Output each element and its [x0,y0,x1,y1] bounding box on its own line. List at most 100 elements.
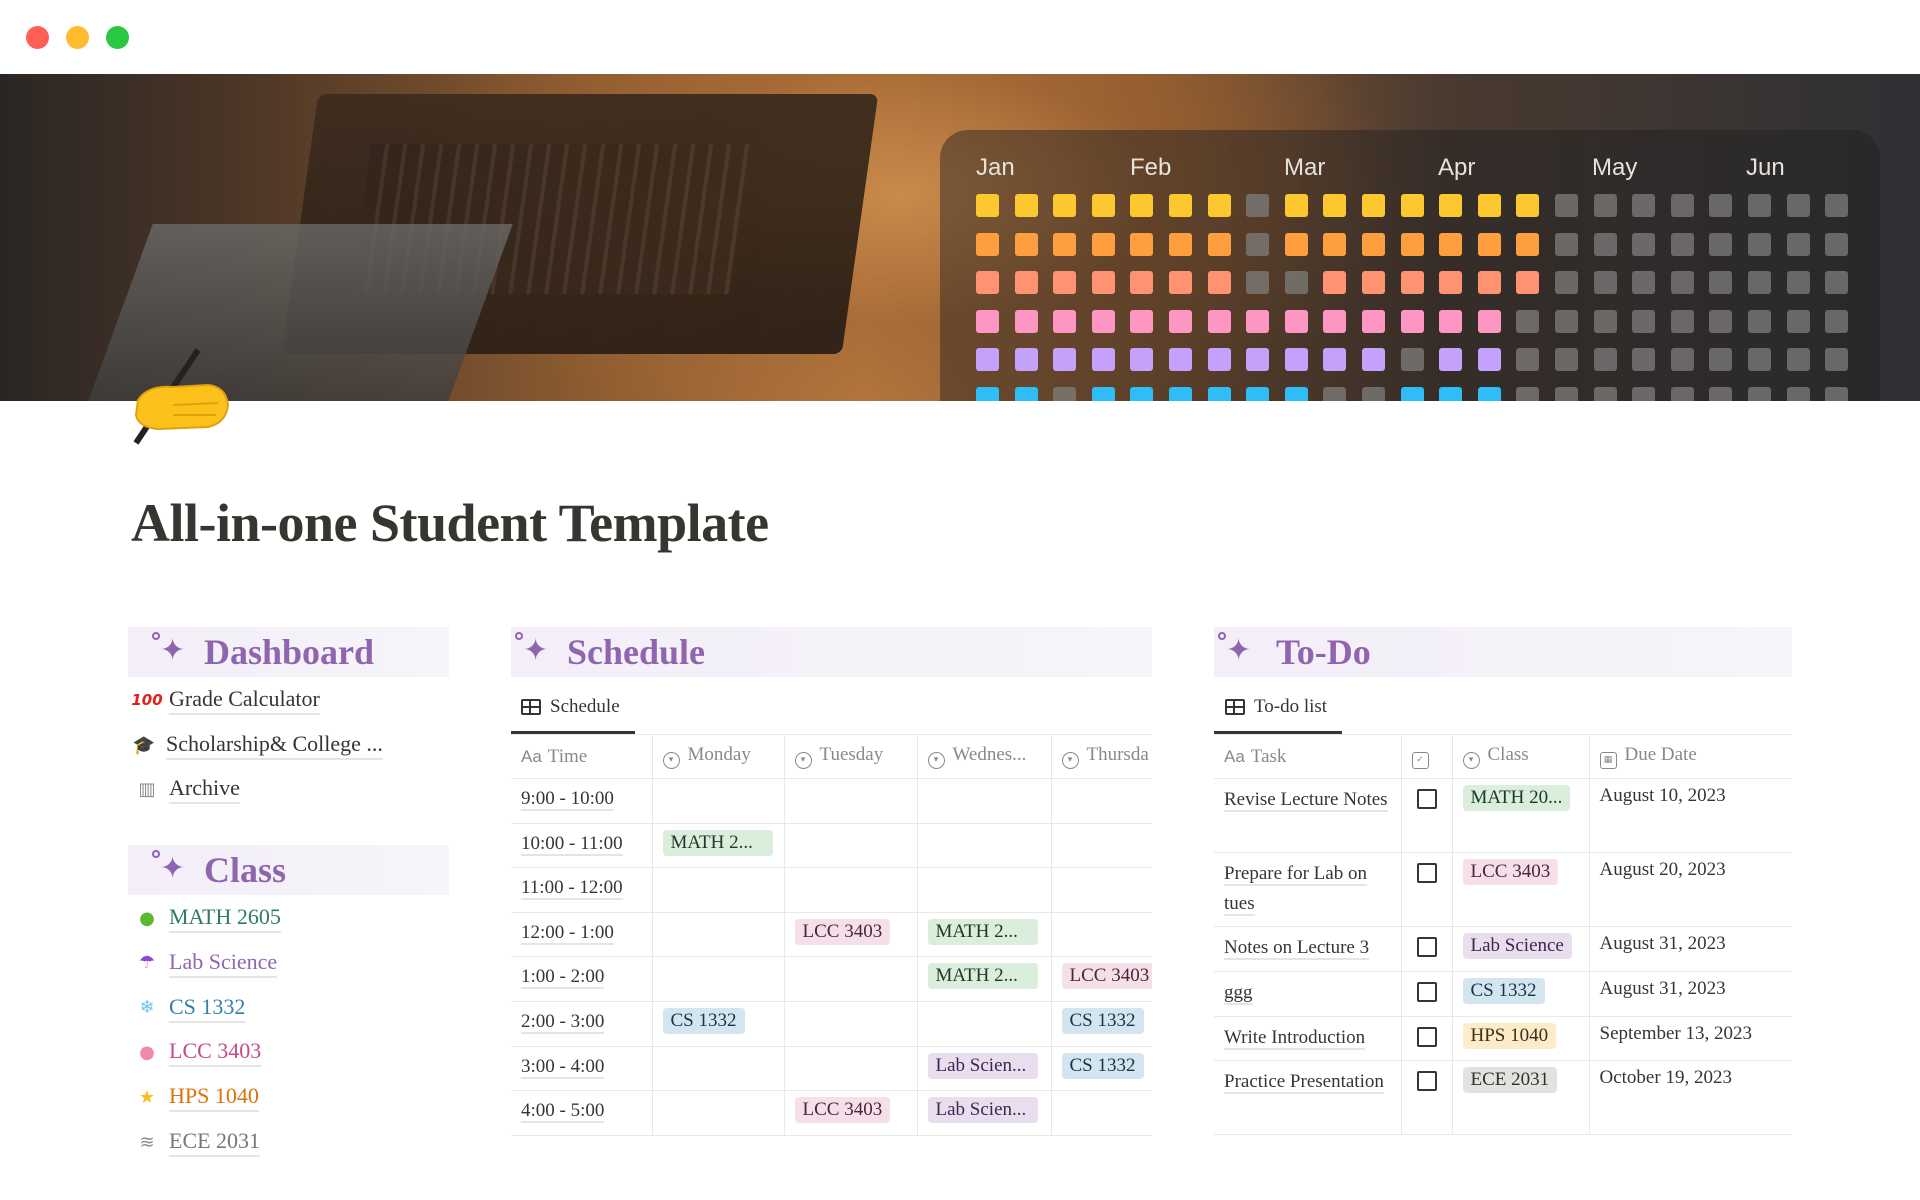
day-cell[interactable] [651,778,784,824]
column-header[interactable]: ✓ [1400,734,1452,779]
task-cell[interactable]: Prepare for Lab on tues [1214,852,1401,927]
class-cell[interactable]: HPS 1040 [1451,1016,1589,1061]
task-cell[interactable]: Revise Lecture Notes [1214,778,1401,853]
active-tab-indicator [1214,731,1342,734]
due-date-cell[interactable]: August 20, 2023 [1588,852,1792,927]
due-date-cell[interactable]: October 19, 2023 [1588,1060,1792,1135]
time-cell[interactable]: 11:00 - 12:00 [511,867,652,913]
time-cell[interactable]: 2:00 - 3:00 [511,1001,652,1047]
schedule-view-tab[interactable]: Schedule [521,687,620,727]
time-cell[interactable]: 10:00 - 11:00 [511,823,652,869]
class-cell[interactable]: LCC 3403 [1451,852,1589,927]
nav-scholarship-college[interactable]: 🎓 Scholarship& College ... [130,728,383,762]
day-cell[interactable] [783,823,917,869]
maximize-window-button[interactable] [106,26,129,49]
snowflake-icon: ❄ [139,997,155,1019]
tracker-cell-done [1130,309,1154,333]
done-checkbox[interactable] [1416,1027,1437,1047]
day-cell[interactable]: Lab Scien... [916,1046,1051,1092]
done-checkbox[interactable] [1416,789,1437,809]
task-cell[interactable]: Practice Presentation [1214,1060,1401,1135]
column-header[interactable]: Aa Task [1214,734,1401,779]
day-cell[interactable] [651,1090,784,1136]
done-checkbox[interactable] [1416,1071,1437,1091]
class-link-cs-1332[interactable]: ❄ CS 1332 [133,991,246,1025]
day-cell[interactable] [1050,778,1152,824]
day-cell[interactable] [1050,1090,1152,1136]
tracker-cell-done [1091,271,1115,294]
day-cell[interactable] [651,867,784,913]
day-cell[interactable]: CS 1332 [1050,1046,1152,1092]
day-cell[interactable] [651,1046,784,1092]
done-checkbox[interactable] [1416,982,1437,1002]
class-cell[interactable]: CS 1332 [1451,971,1589,1017]
day-cell[interactable] [1050,912,1152,958]
tracker-cell-done [1091,386,1115,401]
time-label: 9:00 - 10:00 [521,788,614,811]
day-cell[interactable] [1050,867,1152,913]
class-cell[interactable]: Lab Science [1451,926,1589,972]
class-link-math-2605[interactable]: ● MATH 2605 [133,901,281,935]
task-cell[interactable]: Notes on Lecture 3 [1214,926,1401,972]
column-header[interactable]: ▾ Wednes... [916,734,1051,779]
day-cell[interactable] [1050,823,1152,869]
day-cell[interactable]: Lab Scien... [916,1090,1051,1136]
tracker-cell-empty [1246,232,1270,256]
day-cell[interactable] [916,778,1051,824]
day-cell[interactable]: MATH 2... [916,956,1051,1002]
tracker-cell-done [1014,386,1038,401]
done-checkbox[interactable] [1416,937,1437,957]
nav-grade-calculator[interactable]: 100 Grade Calculator [131,683,320,717]
day-cell[interactable]: CS 1332 [651,1001,784,1047]
task-cell[interactable]: ggg [1214,971,1401,1017]
day-cell[interactable]: LCC 3403 [783,1090,917,1136]
day-cell[interactable] [916,1001,1051,1047]
due-date-cell[interactable]: September 13, 2023 [1588,1016,1792,1061]
day-cell[interactable]: CS 1332 [1050,1001,1152,1047]
day-cell[interactable]: MATH 2... [651,823,784,869]
close-window-button[interactable] [26,26,49,49]
tracker-cell-empty [1670,232,1694,256]
nav-archive[interactable]: ▥ Archive [133,772,240,806]
tracker-cell-done [1014,194,1038,217]
class-cell[interactable]: ECE 2031 [1451,1060,1589,1135]
class-link-lcc-3403[interactable]: ● LCC 3403 [133,1035,262,1069]
day-cell[interactable] [783,956,917,1002]
class-link-hps-1040[interactable]: ★ HPS 1040 [133,1080,259,1114]
tracker-cell-done [1362,309,1385,333]
column-header[interactable]: Aa Time [511,734,652,779]
column-header[interactable]: ▾ Tuesday [783,734,917,779]
time-cell[interactable]: 12:00 - 1:00 [511,912,652,958]
day-cell[interactable]: LCC 3403 [1050,956,1152,1002]
day-cell[interactable] [916,823,1051,869]
minimize-window-button[interactable] [66,26,89,49]
day-cell[interactable] [783,1046,917,1092]
day-cell[interactable] [783,867,917,913]
day-cell[interactable] [651,912,784,958]
day-cell[interactable] [783,778,917,824]
column-header[interactable]: ▾ Class [1451,734,1589,779]
task-cell[interactable]: Write Introduction [1214,1016,1401,1061]
todo-view-tab[interactable]: To-do list [1225,687,1327,727]
day-cell[interactable] [916,867,1051,913]
column-header[interactable]: ▾ Monday [651,734,784,779]
day-cell[interactable]: LCC 3403 [783,912,917,958]
day-cell[interactable]: MATH 2... [916,912,1051,958]
time-cell[interactable]: 1:00 - 2:00 [511,956,652,1002]
column-header[interactable]: ▦ Due Date [1588,734,1792,779]
class-cell[interactable]: MATH 20... [1451,778,1589,853]
due-date-cell[interactable]: August 31, 2023 [1588,971,1792,1017]
done-checkbox[interactable] [1416,863,1437,883]
time-cell[interactable]: 3:00 - 4:00 [511,1046,652,1092]
class-link-lab-science[interactable]: ☂ Lab Science [133,946,278,980]
time-cell[interactable]: 9:00 - 10:00 [511,778,652,824]
due-date-cell[interactable]: August 31, 2023 [1588,926,1792,972]
column-header[interactable]: ▾ Thursda [1050,734,1152,779]
due-date-cell[interactable]: August 10, 2023 [1588,778,1792,853]
class-link-ece-2031[interactable]: ≋ ECE 2031 [133,1125,261,1159]
class-label: ECE 2031 [169,1127,261,1157]
day-cell[interactable] [651,956,784,1002]
tracker-cell-done [1477,348,1501,371]
day-cell[interactable] [783,1001,917,1047]
time-cell[interactable]: 4:00 - 5:00 [511,1090,652,1136]
